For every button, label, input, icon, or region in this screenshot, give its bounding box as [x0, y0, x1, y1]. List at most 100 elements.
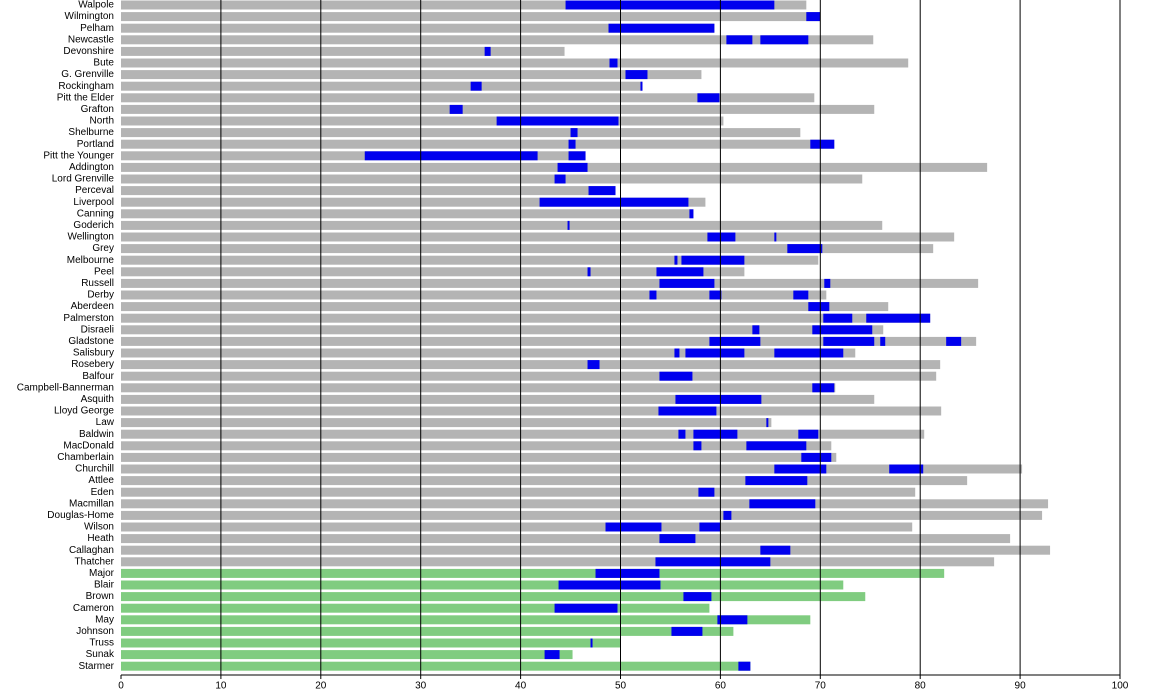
term-bar [568, 151, 586, 161]
term-bar [605, 522, 662, 532]
row-label: Addington [69, 162, 114, 173]
term-bar [760, 545, 791, 555]
life-bar [121, 336, 977, 346]
term-bar [496, 116, 619, 126]
term-bar [609, 58, 618, 68]
life-bar [121, 476, 968, 486]
life-bar [121, 12, 821, 22]
term-bar [798, 429, 819, 439]
x-tick-label: 100 [1112, 681, 1129, 692]
row-label: Johnson [76, 626, 114, 637]
x-tick-label: 20 [315, 681, 327, 692]
term-bar [587, 360, 600, 370]
life-bar [121, 232, 955, 242]
life-bar [121, 499, 1049, 509]
term-bar [608, 23, 715, 33]
row-label: Wilson [84, 522, 114, 533]
term-bar [587, 267, 591, 277]
term-bar [675, 394, 762, 404]
life-bar [121, 290, 827, 300]
life-bar [121, 151, 586, 161]
row-label: Goderich [73, 220, 114, 231]
life-bar [121, 162, 988, 172]
term-bar [678, 429, 686, 439]
term-bar [709, 336, 761, 346]
life-bar [121, 522, 913, 532]
term-bar [752, 325, 760, 335]
row-label: Rockingham [58, 81, 114, 92]
row-label: Wilmington [65, 11, 114, 22]
row-label: Sunak [86, 649, 115, 660]
life-bar [121, 255, 819, 265]
life-bar [121, 418, 772, 428]
term-bar [774, 464, 827, 474]
life-bar [121, 452, 837, 462]
row-label: Churchill [75, 464, 114, 475]
row-label: Pelham [80, 23, 114, 34]
row-label: Brown [86, 591, 114, 602]
life-bar [121, 0, 807, 10]
term-bar [554, 174, 566, 184]
row-label: MacDonald [63, 440, 114, 451]
row-label: Thatcher [75, 556, 115, 567]
term-bar [806, 12, 821, 22]
term-bar [723, 510, 732, 520]
term-bar [693, 441, 702, 451]
life-bar [121, 81, 643, 91]
term-bar [824, 278, 831, 288]
term-bar [683, 592, 712, 602]
term-bar [793, 290, 809, 300]
x-tick-label: 90 [1015, 681, 1027, 692]
term-bar [812, 325, 873, 335]
term-bar [693, 429, 738, 439]
row-label: Cameron [73, 603, 114, 614]
life-bar [121, 580, 844, 590]
row-label: Liverpool [73, 197, 114, 208]
life-bar [121, 360, 941, 370]
row-label: Aberdeen [71, 301, 114, 312]
life-bar [121, 244, 934, 254]
life-bar [121, 429, 925, 439]
term-bar [557, 162, 588, 172]
life-bar [121, 174, 863, 184]
term-bar [746, 441, 807, 451]
row-label: Salisbury [73, 348, 114, 359]
term-bar [595, 568, 660, 578]
term-bar [539, 197, 689, 207]
term-bar [717, 615, 748, 625]
row-label: Pitt the Elder [57, 92, 115, 103]
life-bar [121, 348, 856, 358]
row-label: Wellington [67, 232, 114, 243]
life-bar [121, 615, 811, 625]
term-bar [738, 661, 751, 671]
row-label: Newcastle [68, 34, 115, 45]
row-label: Grafton [81, 104, 114, 115]
life-bar [121, 534, 1011, 544]
life-bar [121, 104, 875, 114]
row-label: Heath [87, 533, 114, 544]
life-bar [121, 58, 909, 68]
life-bar [121, 626, 734, 636]
term-bar [590, 638, 593, 648]
term-bar [470, 81, 482, 91]
term-bar [774, 232, 777, 242]
row-label: Starmer [78, 661, 114, 672]
term-bar [707, 232, 736, 242]
x-tick-label: 70 [815, 681, 827, 692]
life-bar [121, 441, 832, 451]
life-bar [121, 603, 710, 613]
term-bar [567, 220, 570, 230]
x-tick-label: 0 [118, 681, 124, 692]
life-bar [121, 487, 916, 497]
term-bar [699, 522, 721, 532]
term-bar [726, 35, 753, 45]
term-bar [766, 418, 769, 428]
term-bar [544, 650, 560, 660]
term-bar [671, 626, 703, 636]
row-label: Gladstone [68, 336, 114, 347]
row-label: Disraeli [81, 324, 114, 335]
life-bar [121, 638, 621, 648]
row-label: Derby [87, 290, 114, 301]
term-bar [554, 603, 618, 613]
term-bar [749, 499, 816, 509]
